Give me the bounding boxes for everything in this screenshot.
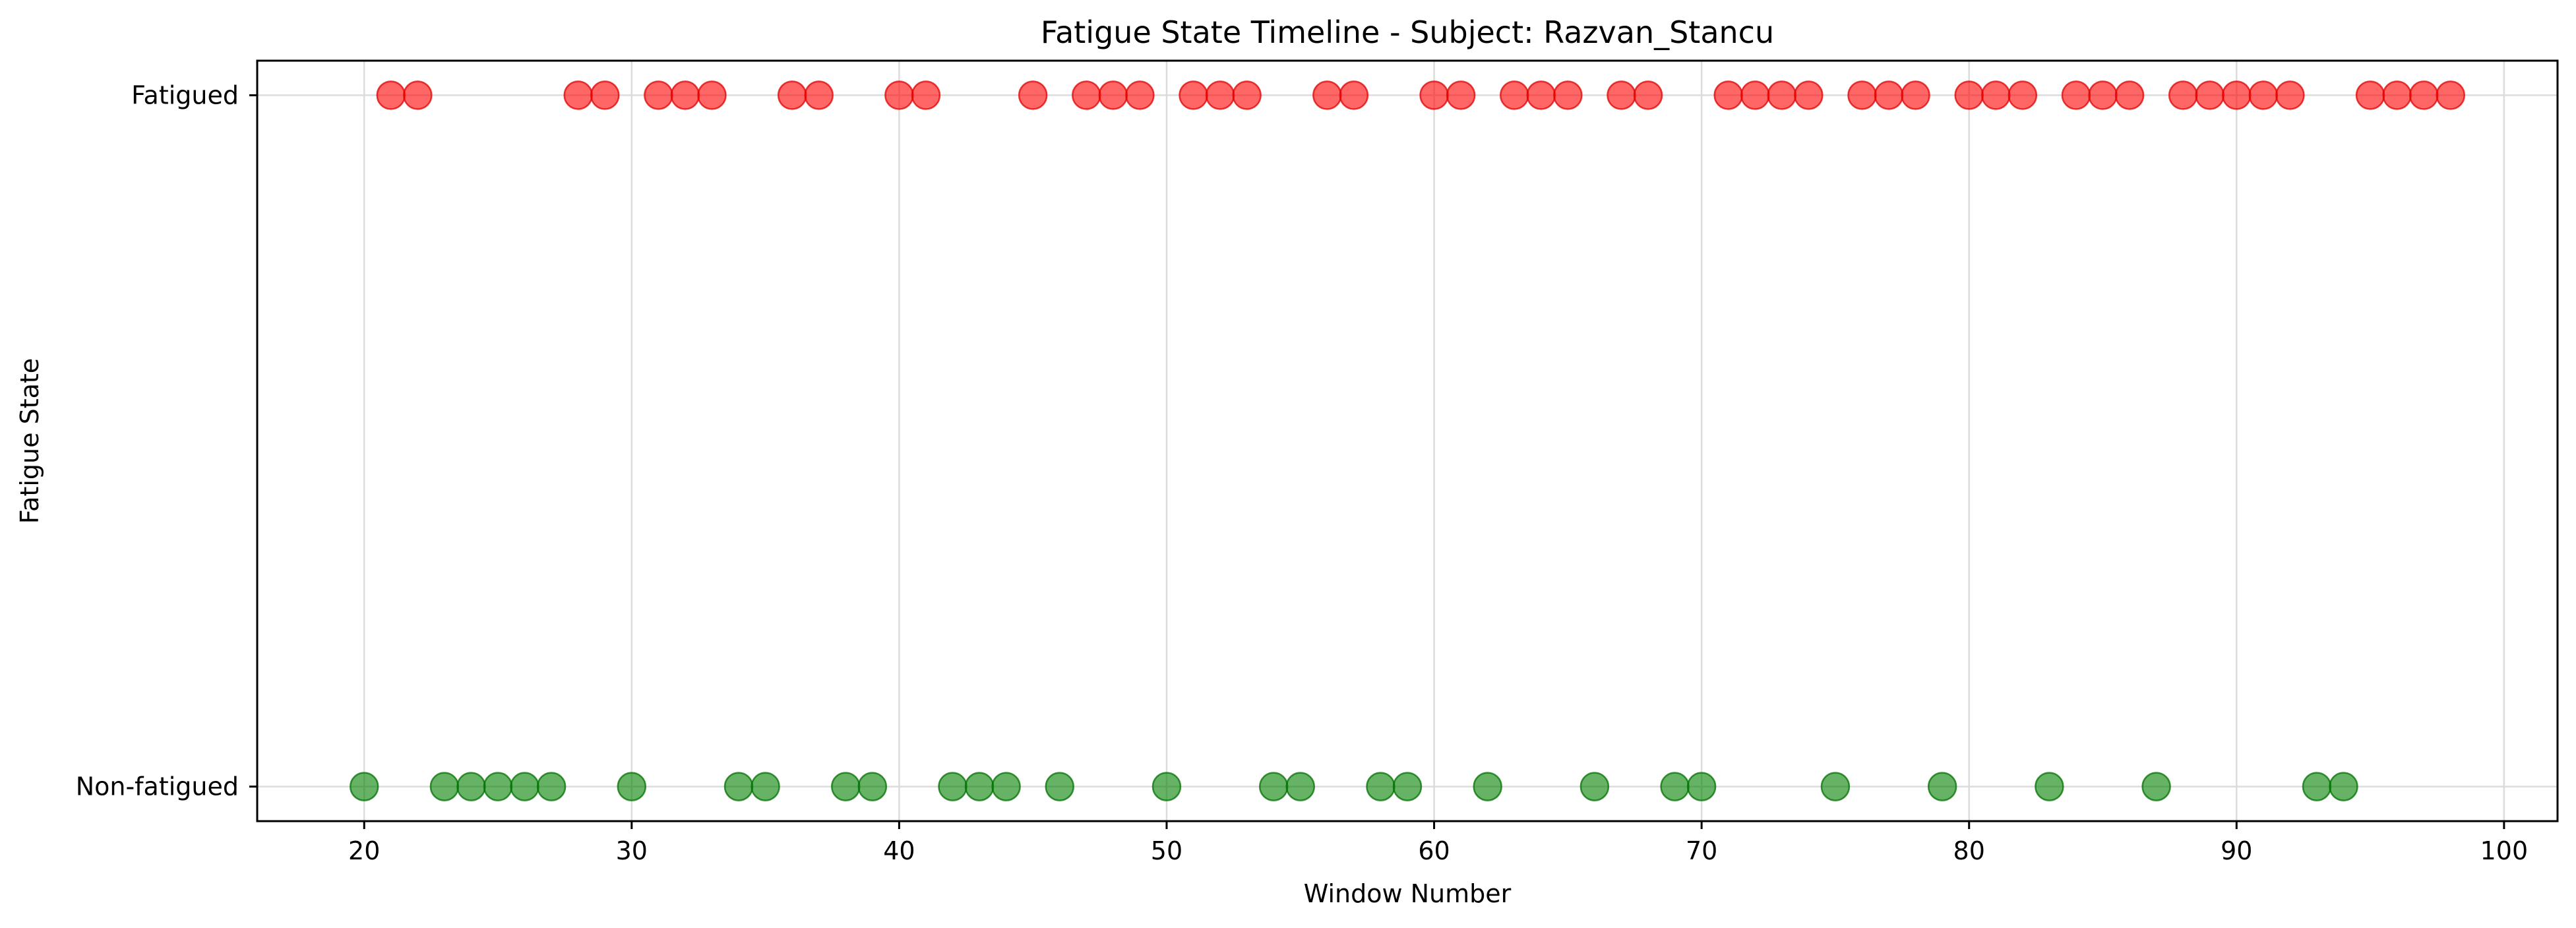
data-point [804,80,834,110]
data-point [1473,772,1502,801]
data-point [644,80,673,110]
data-point [1205,80,1235,110]
data-point [2248,80,2279,110]
data-point [1125,80,1155,110]
x-tick-label: 80 [1953,836,1985,865]
x-tick-label: 40 [883,836,915,865]
data-point [403,80,433,110]
data-point [1633,80,1663,110]
data-point [1312,80,1342,110]
data-point [1579,772,1610,801]
data-point [483,772,513,801]
data-point [831,772,861,801]
data-point [1446,80,1476,110]
data-point [1392,772,1423,801]
data-point [911,80,941,110]
data-point [1098,80,1128,110]
data-point [2408,80,2439,110]
data-point [2382,80,2412,110]
data-point [2141,772,2171,801]
data-point [1954,80,1984,110]
data-point [2302,772,2332,801]
data-point [1981,80,2011,110]
data-points [349,80,2466,801]
data-point [1285,772,1316,801]
data-point [2222,80,2252,110]
data-point [617,772,647,801]
data-point [1740,80,1770,110]
data-point [536,772,567,801]
data-point [1660,772,1690,801]
x-tick-label: 50 [1151,836,1182,865]
data-point [456,772,486,801]
data-point [1874,80,1904,110]
data-point [2355,80,2385,110]
data-point [1927,772,1957,801]
data-point [697,80,727,110]
data-point [376,80,406,110]
data-point [1767,80,1797,110]
data-point [884,80,914,110]
data-point [2035,772,2064,801]
data-point [1179,80,1208,110]
data-point [2061,80,2091,110]
data-point [563,80,593,110]
data-point [1072,80,1101,110]
chart-title: Fatigue State Timeline - Subject: Razvan… [1041,15,1774,50]
data-point [2329,772,2358,801]
x-tick-label: 20 [348,836,380,865]
y-tick-label: Fatigued [131,80,239,109]
data-point [1499,80,1529,110]
data-point [670,80,700,110]
data-point [2275,80,2305,110]
data-point [1018,80,1048,110]
y-axis-label: Fatigue State [15,358,44,524]
data-point [964,772,995,801]
data-point [2114,80,2145,110]
data-point [777,80,807,110]
data-point [2436,80,2466,110]
data-point [1713,80,1743,110]
data-point [349,772,379,801]
data-point [510,772,539,801]
x-tick-label: 30 [616,836,648,865]
data-point [1232,80,1262,110]
data-point [1847,80,1877,110]
data-point [590,80,620,110]
data-point [2195,80,2224,110]
data-point [1526,80,1556,110]
x-tick-label: 60 [1418,836,1450,865]
y-tick-label: Non-fatigued [76,772,239,801]
data-point [1607,80,1636,110]
data-point [429,772,460,801]
data-point [1258,772,1289,801]
x-tick-label: 90 [2221,836,2252,865]
data-point [1151,772,1182,801]
data-point [1419,80,1449,110]
data-point [1366,772,1395,801]
data-point [1686,772,1717,801]
data-point [723,772,754,801]
data-point [1901,80,1930,110]
x-axis-label: Window Number [1304,879,1512,908]
data-point [1820,772,1851,801]
data-point [1794,80,1824,110]
data-point [751,772,780,801]
data-point [1553,80,1583,110]
data-point [857,772,888,801]
data-point [991,772,1021,801]
data-point [1045,772,1074,801]
data-point [2008,80,2038,110]
data-point [1339,80,1369,110]
data-point [938,772,967,801]
x-tick-label: 70 [1686,836,1717,865]
data-point [2088,80,2118,110]
data-point [2168,80,2198,110]
axis-ticks: 20 30 40 50 60 70 80 90 100 Non-fatigued Fatigued [76,80,2528,865]
plot-frame [256,59,2559,822]
x-tick-label: 100 [2480,836,2529,865]
